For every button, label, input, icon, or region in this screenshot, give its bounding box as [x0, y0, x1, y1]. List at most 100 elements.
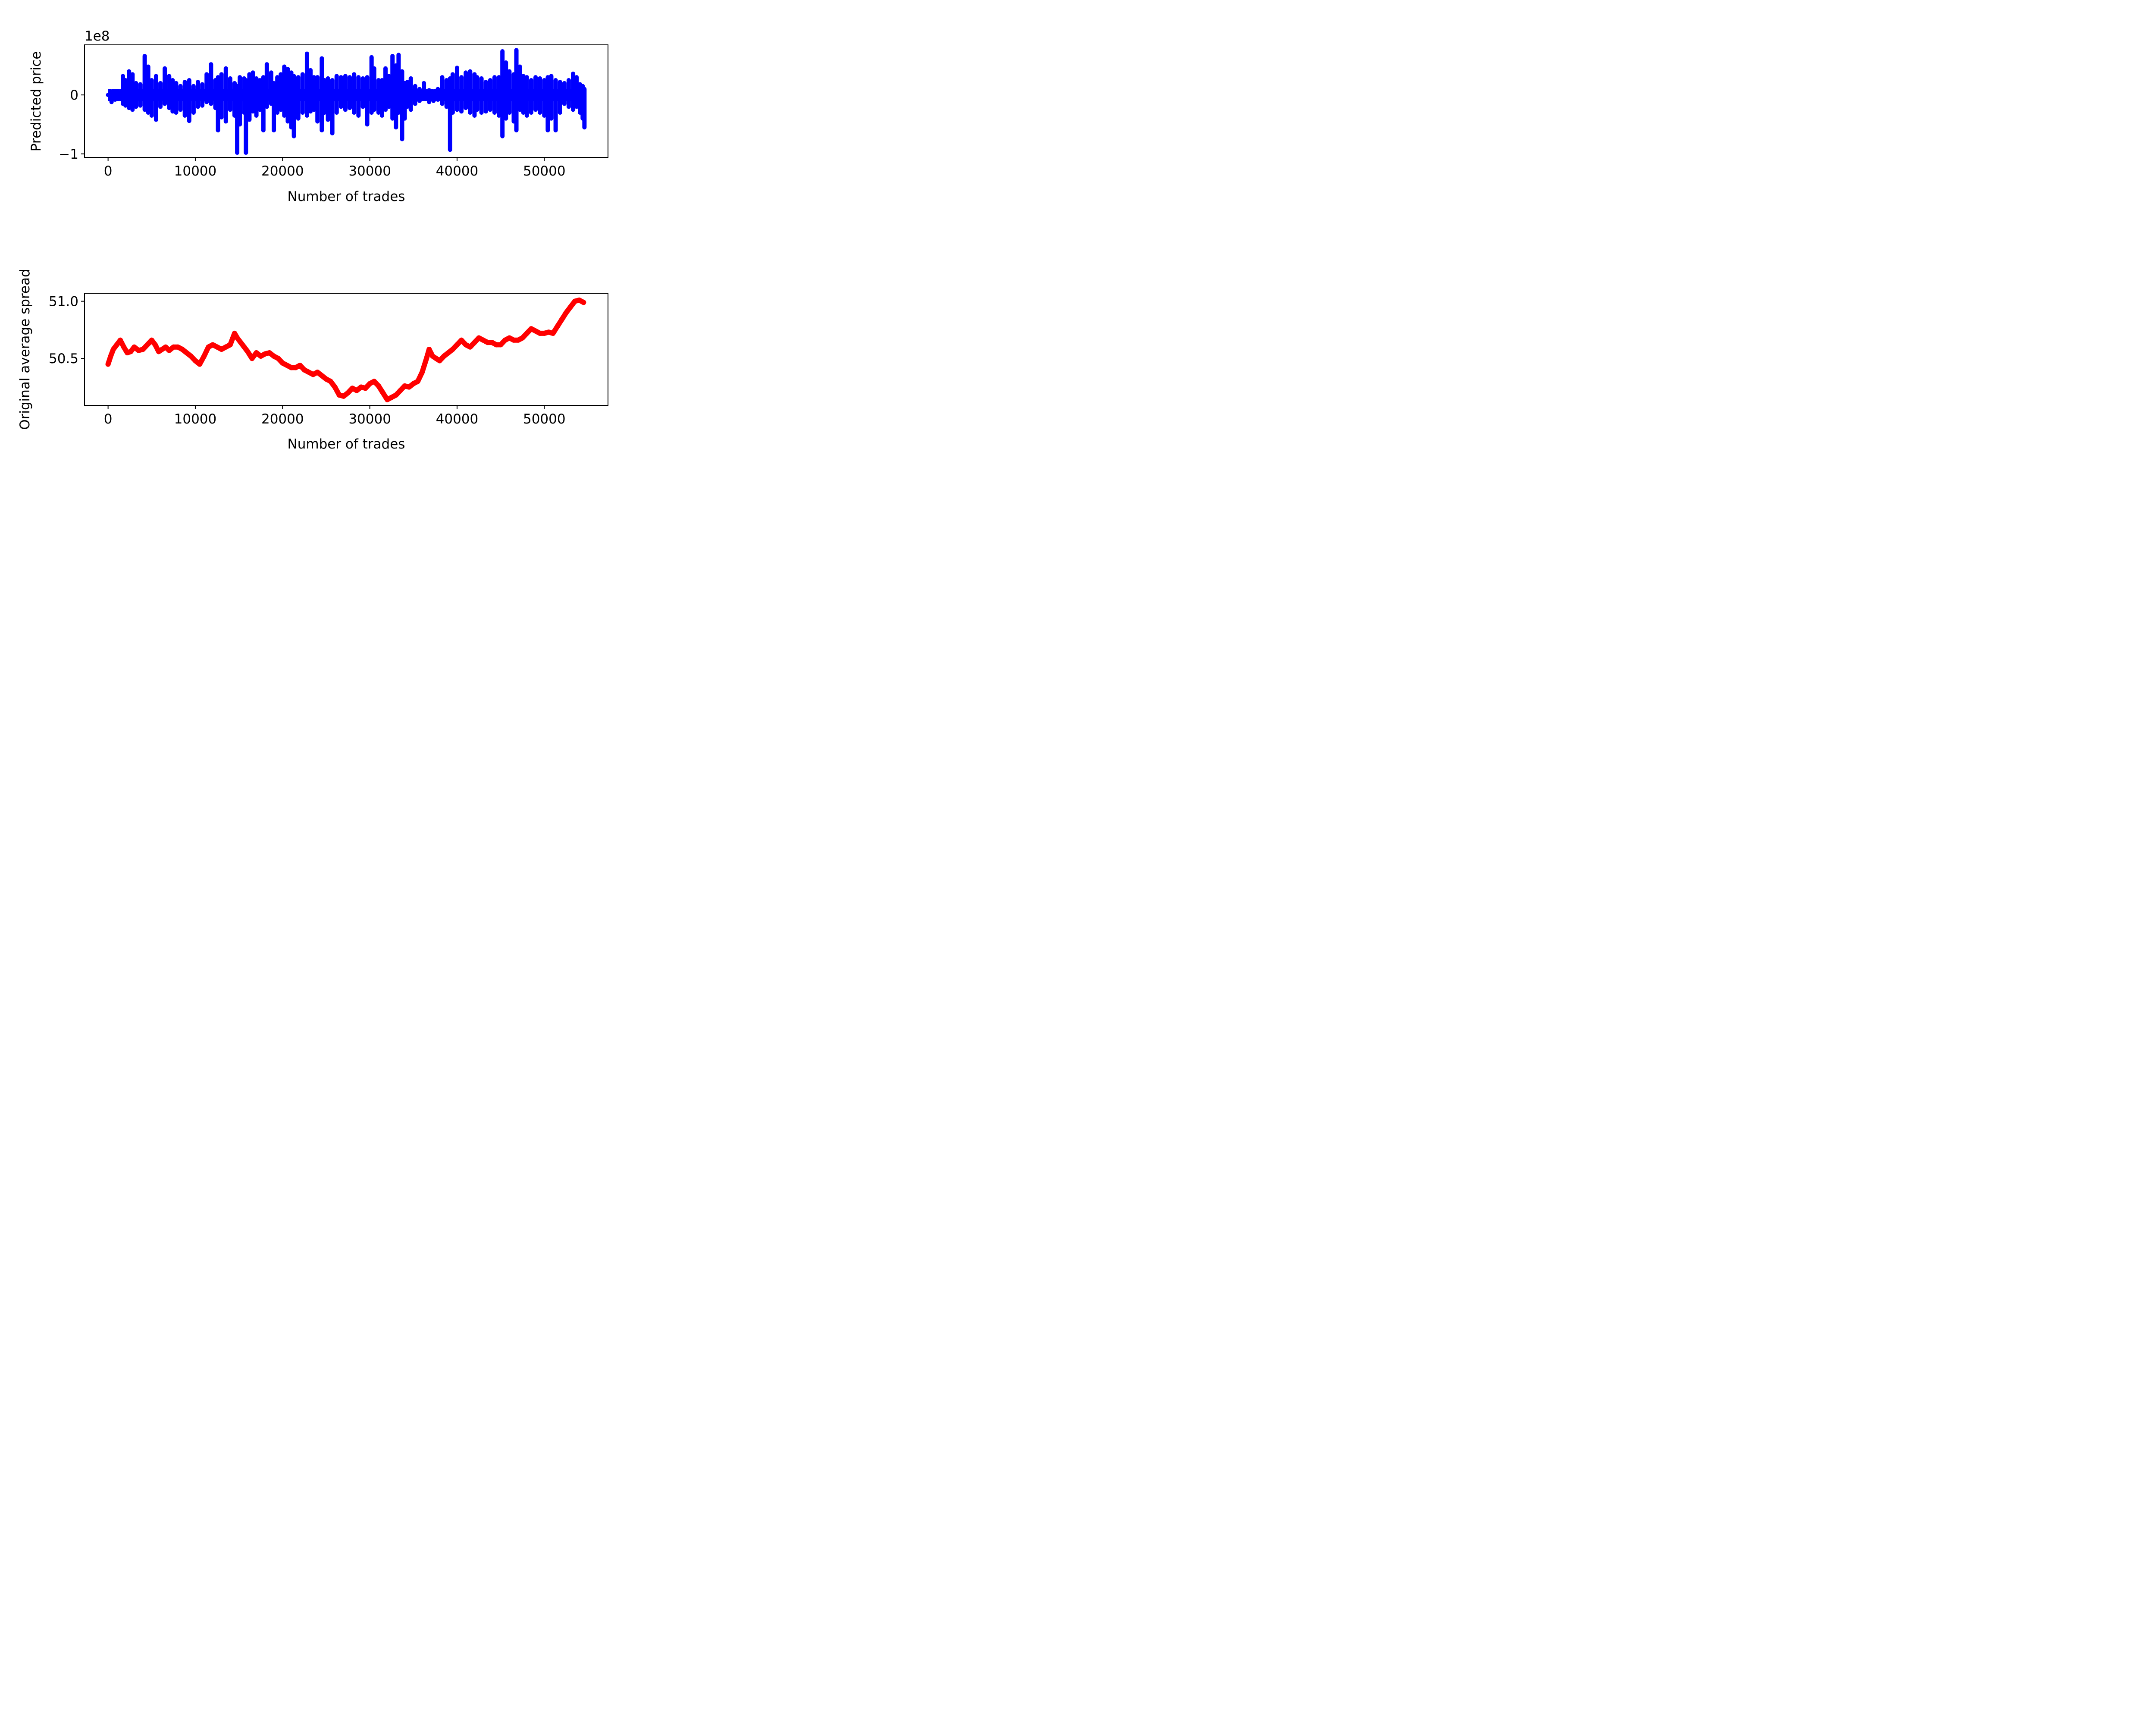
average-spread-point: [315, 370, 320, 375]
average-spread-point: [238, 340, 244, 345]
bottom-x-tick-label: 40000: [436, 411, 479, 427]
average-spread-point: [577, 297, 582, 303]
predicted-price-point-band: [509, 89, 514, 101]
bottom-x-ticks: 0 10000 20000 30000 40000 50000: [104, 405, 566, 427]
average-spread-point: [293, 365, 298, 370]
average-spread-point: [402, 383, 407, 389]
top-y-tick-label: 0: [70, 88, 78, 103]
predicted-price-point-band: [555, 89, 560, 101]
predicted-price-point-band: [165, 89, 169, 101]
predicted-price-point-band: [481, 89, 486, 101]
average-spread-point: [171, 344, 176, 350]
average-spread-point: [528, 326, 534, 332]
top-y-tick-label: −1: [59, 147, 78, 162]
average-spread-point: [214, 344, 220, 350]
average-spread-point: [533, 328, 539, 334]
predicted-price-point-band: [317, 89, 322, 101]
average-spread-point: [319, 373, 325, 379]
predicted-price-point: [264, 62, 269, 109]
average-spread-point: [201, 353, 207, 359]
predicted-price-point-band: [328, 89, 332, 101]
average-spread-point: [114, 342, 119, 348]
predicted-price-point-band: [433, 89, 438, 101]
average-spread-point: [393, 392, 399, 398]
bottom-y-axis-label: Original average spread: [17, 269, 33, 430]
average-spread-point: [152, 342, 158, 348]
average-spread-point: [389, 395, 395, 400]
top-x-tick-label: 40000: [436, 163, 479, 179]
predicted-price-point-band: [207, 89, 211, 101]
predicted-price-point-band: [230, 89, 235, 101]
average-spread-point: [426, 347, 432, 352]
average-spread-point: [350, 386, 355, 391]
average-spread-point: [110, 347, 116, 352]
average-spread-point: [437, 358, 442, 364]
average-spread-point: [380, 390, 385, 395]
average-spread-point: [284, 363, 290, 368]
predicted-price-point-band: [358, 89, 363, 101]
predicted-price-points: [106, 48, 587, 155]
predicted-price-point-band: [136, 89, 141, 101]
average-spread-point: [332, 384, 338, 390]
average-spread-point: [467, 344, 473, 350]
predicted-price-point: [454, 66, 459, 112]
predicted-price-point-band: [477, 89, 482, 101]
average-spread-point: [354, 388, 360, 393]
predicted-price-point-band: [470, 89, 475, 101]
average-spread-point: [232, 330, 238, 336]
predicted-price-point-band: [240, 89, 244, 101]
predicted-price-point-band: [176, 89, 181, 101]
average-spread-point: [411, 381, 416, 386]
average-spread-point: [385, 397, 390, 402]
average-spread-plot: 0 10000 20000 30000 40000 50000 50.5 51.0 Numb…: [17, 269, 608, 451]
average-spread-point: [144, 342, 150, 348]
top-x-axis-label: Number of trades: [288, 189, 405, 204]
predicted-price-point-band: [568, 89, 573, 101]
average-spread-point: [105, 361, 111, 367]
average-spread-point: [507, 335, 512, 341]
top-x-tick-label: 0: [104, 163, 113, 179]
predicted-price-point-band: [202, 89, 207, 101]
predicted-price-point-band: [466, 89, 470, 101]
average-spread-point: [140, 347, 146, 352]
average-spread-point: [276, 356, 281, 361]
average-spread-point: [524, 330, 530, 336]
average-spread-point: [472, 340, 477, 345]
predicted-price-point-band: [298, 89, 303, 101]
predicted-price-point-band: [363, 89, 367, 101]
predicted-price-point-band: [160, 89, 165, 101]
average-spread-point: [249, 356, 255, 361]
average-spread-point: [363, 386, 368, 391]
predicted-price-point-band: [193, 89, 198, 101]
predicted-price-point-band: [442, 89, 447, 101]
average-spread-point: [179, 347, 185, 352]
predicted-price-point-band: [526, 89, 531, 101]
top-y-ticks: −1 0: [59, 88, 85, 162]
top-x-tick-label: 50000: [523, 163, 566, 179]
average-spread-point: [537, 330, 543, 336]
average-spread-point: [555, 323, 560, 329]
average-spread-point: [454, 342, 460, 348]
average-spread-point: [498, 342, 504, 348]
average-spread-point: [132, 344, 137, 350]
average-spread-point: [108, 353, 113, 359]
predicted-price-point: [553, 78, 558, 133]
predicted-price-point: [582, 87, 587, 130]
average-spread-point: [121, 344, 127, 350]
predicted-price-point-band: [350, 89, 354, 101]
average-spread-point: [258, 353, 263, 359]
average-spread-point: [328, 379, 333, 384]
predicted-price-point-band: [336, 89, 341, 101]
predicted-price-point-band: [419, 89, 424, 101]
predicted-price-point-band: [226, 89, 230, 101]
average-spread-point: [502, 337, 508, 343]
average-spread-point: [149, 337, 154, 343]
predicted-price-point-band: [140, 89, 145, 101]
average-spread-point: [254, 350, 259, 355]
top-x-ticks: 0 10000 20000 30000 40000 50000: [104, 157, 566, 179]
average-spread-point: [511, 337, 517, 343]
average-spread-line: [105, 297, 586, 402]
average-spread-point: [345, 390, 351, 395]
average-spread-point: [241, 344, 247, 350]
average-spread-point: [367, 381, 373, 386]
